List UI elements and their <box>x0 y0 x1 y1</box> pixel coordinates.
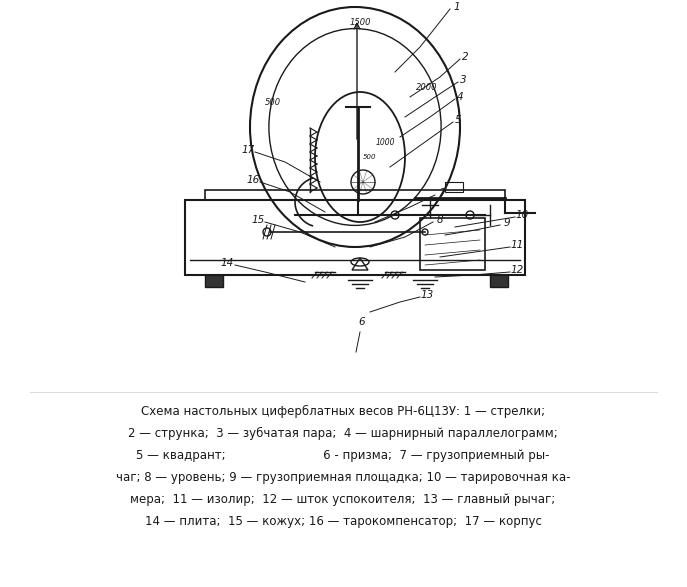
Text: 13: 13 <box>420 290 433 300</box>
Bar <box>205 275 223 287</box>
Text: 15: 15 <box>251 215 264 225</box>
Text: 12: 12 <box>510 265 523 275</box>
Text: 5: 5 <box>455 115 461 125</box>
Text: 2 — струнка;  3 — зубчатая пара;  4 — шарнирный параллелограмм;: 2 — струнка; 3 — зубчатая пара; 4 — шарн… <box>128 427 558 440</box>
Text: Схема настольных циферблатных весов РН-6Ц13У: 1 — стрелки;: Схема настольных циферблатных весов РН-6… <box>141 405 545 418</box>
Text: 4: 4 <box>457 92 463 102</box>
Text: 1500: 1500 <box>349 18 371 26</box>
Text: 1000: 1000 <box>375 137 395 147</box>
Text: 16: 16 <box>247 175 260 185</box>
Bar <box>490 275 508 287</box>
Bar <box>420 218 485 270</box>
Text: 6: 6 <box>359 317 365 327</box>
Bar <box>205 190 505 200</box>
Text: 14: 14 <box>221 258 234 268</box>
Text: 2: 2 <box>462 52 469 62</box>
Bar <box>445 182 463 192</box>
Text: 10: 10 <box>515 210 528 220</box>
Text: 1: 1 <box>453 2 460 12</box>
Text: 11: 11 <box>510 240 523 250</box>
Text: 5 — квадрант;                          6 - призма;  7 — грузоприемный ры-: 5 — квадрант; 6 - призма; 7 — грузоприем… <box>136 449 550 462</box>
Text: чаг; 8 — уровень; 9 — грузоприемная площадка; 10 — тарировочная ка-: чаг; 8 — уровень; 9 — грузоприемная площ… <box>115 471 570 484</box>
Text: мера;  11 — изолир;  12 — шток успокоителя;  13 — главный рычаг;: мера; 11 — изолир; 12 — шток успокоителя… <box>131 493 556 506</box>
Text: 17: 17 <box>241 145 255 155</box>
Text: 9: 9 <box>504 218 510 228</box>
Bar <box>185 200 525 275</box>
Text: 8: 8 <box>437 215 443 225</box>
Text: 14 — плита;  15 — кожух; 16 — тарокомпенсатор;  17 — корпус: 14 — плита; 15 — кожух; 16 — тарокомпенс… <box>144 515 541 528</box>
Text: 500: 500 <box>363 154 376 160</box>
Text: 2000: 2000 <box>416 83 438 92</box>
Text: 3: 3 <box>460 75 466 85</box>
Text: 7: 7 <box>439 188 445 198</box>
Text: 500: 500 <box>265 97 281 106</box>
